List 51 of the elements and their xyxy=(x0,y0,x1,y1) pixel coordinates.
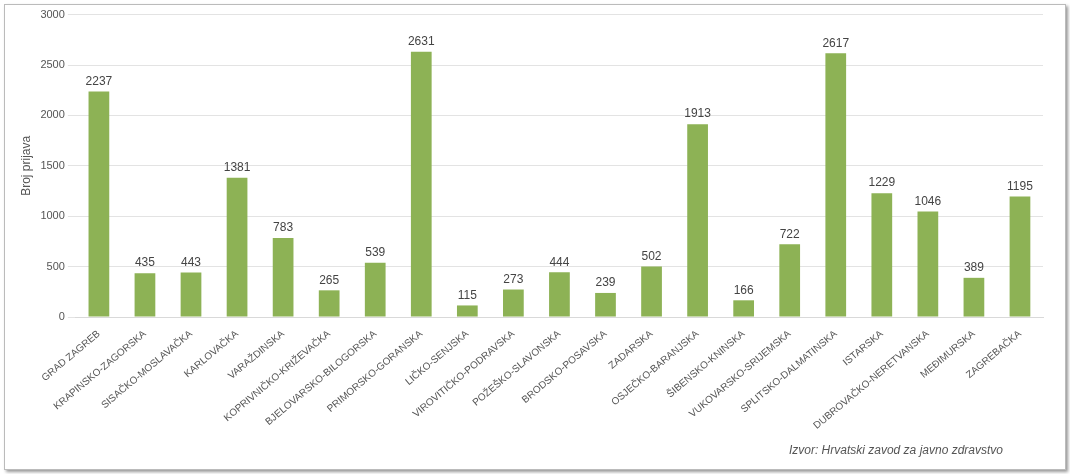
data-label: 722 xyxy=(779,226,801,241)
bar xyxy=(641,266,662,317)
bar xyxy=(318,290,340,317)
data-label: 783 xyxy=(273,220,294,235)
data-label: 166 xyxy=(733,282,754,297)
data-label: 502 xyxy=(641,248,662,263)
data-label: 435 xyxy=(134,255,156,270)
data-label: 1229 xyxy=(868,175,896,190)
bar xyxy=(272,238,294,317)
y-tick-label: 3000 xyxy=(40,7,65,20)
y-tick-label: 1000 xyxy=(40,209,65,222)
bar xyxy=(88,91,110,317)
bar xyxy=(687,124,708,317)
data-label: 273 xyxy=(503,271,524,286)
bar xyxy=(963,277,985,317)
data-label: 444 xyxy=(549,254,570,269)
bar xyxy=(595,292,616,317)
y-tick-label: 2500 xyxy=(40,58,65,71)
bar xyxy=(871,193,893,317)
bar xyxy=(549,272,570,317)
data-label: 1046 xyxy=(914,193,942,208)
bar xyxy=(364,262,386,317)
data-label: 239 xyxy=(595,275,616,290)
bar xyxy=(456,305,478,317)
text: Izvor: Hrvatski zavod za javno zdravstvo xyxy=(788,443,1004,458)
bar xyxy=(779,244,801,317)
bar xyxy=(503,289,524,317)
y-axis-title: Broj prijava xyxy=(18,135,33,196)
data-label: 1195 xyxy=(1007,178,1034,193)
bar xyxy=(410,51,432,317)
bar xyxy=(733,300,755,317)
bar xyxy=(226,177,248,317)
data-label: 1381 xyxy=(223,160,251,175)
y-tick-label: 2000 xyxy=(40,108,65,121)
data-label: 443 xyxy=(180,254,202,269)
bar xyxy=(917,211,939,317)
data-label: 2617 xyxy=(822,35,850,50)
data-label: 539 xyxy=(365,245,386,260)
data-label: 2237 xyxy=(85,73,113,88)
y-tick-label: 500 xyxy=(46,259,65,272)
data-label: 1913 xyxy=(684,106,712,121)
data-label: 389 xyxy=(963,260,985,275)
data-label: 2631 xyxy=(407,34,435,49)
data-label: 265 xyxy=(319,272,340,287)
y-tick-label: 0 xyxy=(58,310,65,323)
y-tick-label: 1500 xyxy=(40,158,65,171)
bar xyxy=(825,53,847,317)
bar xyxy=(134,273,156,317)
bar xyxy=(1009,196,1031,317)
data-label: 115 xyxy=(457,287,478,302)
bar xyxy=(180,272,202,317)
